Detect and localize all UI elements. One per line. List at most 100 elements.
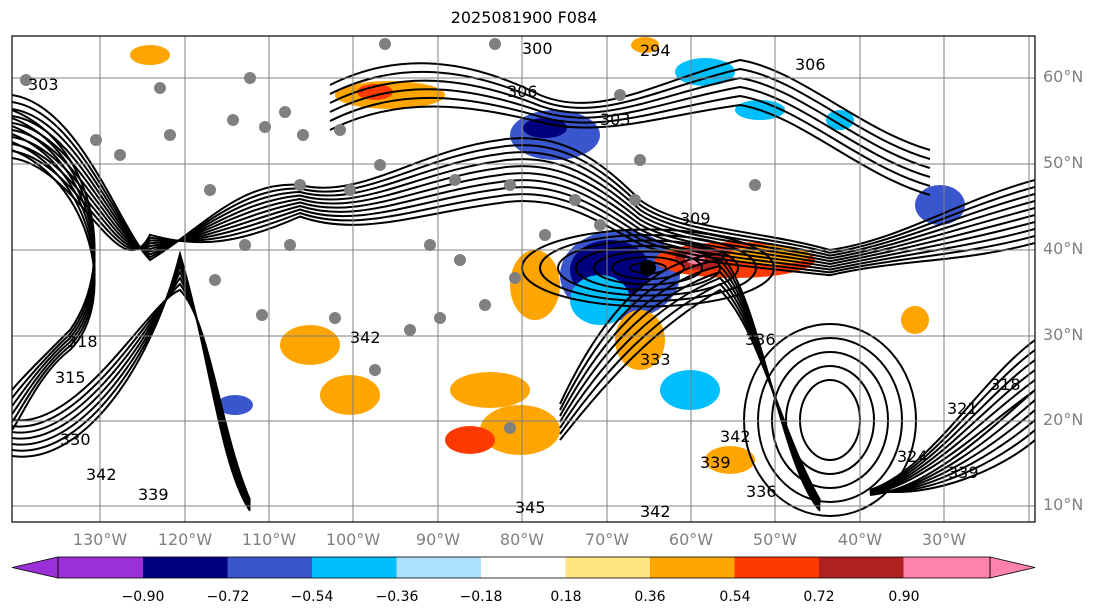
lat-label: 40°N <box>1043 239 1083 258</box>
contour-line <box>329 85 931 178</box>
contour-line <box>12 133 96 415</box>
colorbar <box>11 556 1036 579</box>
lon-label: 80°W <box>500 530 544 549</box>
colorbar-tick-label: 0.36 <box>634 589 665 605</box>
contour-label: 300 <box>522 39 553 58</box>
contour-line <box>12 263 251 508</box>
lat-label: 50°N <box>1043 153 1083 172</box>
colorbar-bin <box>819 557 904 578</box>
contour-line <box>12 129 1035 266</box>
contour-label: 336 <box>746 482 777 501</box>
contour-line <box>329 94 931 187</box>
colorbar-tick-label: 0.90 <box>888 589 919 605</box>
lon-label: 50°W <box>753 530 797 549</box>
contour-line <box>785 365 876 475</box>
contour-line <box>12 256 251 510</box>
contour-label: 303 <box>600 110 631 129</box>
colorbar-bin <box>734 557 820 578</box>
contour-label: 321 <box>947 399 978 418</box>
contour-label: 339 <box>700 453 731 472</box>
latitude-labels: 60°N 50°N 40°N 30°N 20°N 10°N <box>1043 67 1083 514</box>
lat-label: 60°N <box>1043 67 1083 86</box>
station-dots <box>20 38 761 434</box>
contour-line <box>12 269 251 506</box>
lon-label: 130°W <box>73 530 128 549</box>
contour-line <box>12 122 1035 263</box>
contour-line <box>12 117 96 399</box>
contour-label: 303 <box>28 75 59 94</box>
contour-line <box>757 337 904 503</box>
contour-label: 315 <box>55 368 86 387</box>
contour-label: 330 <box>60 430 91 449</box>
colorbar-tick-label: −0.36 <box>376 589 419 605</box>
colorbar-labels: −0.90 −0.72 −0.54 −0.36 −0.18 0.18 0.36 … <box>122 589 920 605</box>
contour-line <box>559 252 821 512</box>
contour-line <box>611 256 686 280</box>
contour-line <box>12 149 96 431</box>
contour-label: 342 <box>720 427 751 446</box>
colorbar-tick-label: 0.72 <box>803 589 834 605</box>
contour-label: 306 <box>507 82 538 101</box>
contour-line <box>869 389 1035 496</box>
cyclone-center-marker <box>640 260 656 276</box>
contour-label: 342 <box>350 328 381 347</box>
contour-line <box>575 245 722 291</box>
contour-line <box>12 141 96 423</box>
lon-label: 60°W <box>669 530 713 549</box>
colorbar-tick-label: −0.18 <box>460 589 503 605</box>
contour-line <box>771 351 890 489</box>
lat-label: 30°N <box>1043 325 1083 344</box>
colorbar-bin <box>396 557 482 578</box>
colorbar-tick-label: 0.18 <box>550 589 581 605</box>
map-frame <box>11 35 1036 523</box>
contour-label: 294 <box>640 41 671 60</box>
colorbar-outline <box>57 556 991 579</box>
isentropic-contours <box>12 58 1035 517</box>
contour-label: 309 <box>680 209 711 228</box>
colorbar-bin <box>650 557 735 578</box>
contour-line <box>743 323 918 517</box>
contour-line <box>12 136 1035 268</box>
contour-label: 342 <box>86 465 117 484</box>
contour-label: 345 <box>515 498 546 517</box>
contour-label: 318 <box>990 375 1021 394</box>
lon-label: 110°W <box>242 530 297 549</box>
lon-label: 100°W <box>326 530 381 549</box>
contour-line <box>329 76 931 169</box>
contour-label: 342 <box>640 502 671 521</box>
lat-label: 10°N <box>1043 495 1083 514</box>
contour-line <box>329 58 931 151</box>
colorbar-tick-label: 0.54 <box>719 589 750 605</box>
colorbar-bin <box>58 557 143 578</box>
contour-label-group: 300 294 306 303 309 306 315 318 330 342 … <box>28 39 1021 521</box>
contour-line <box>593 250 704 286</box>
contour-label: 339 <box>138 485 169 504</box>
contour-line <box>329 67 931 160</box>
lon-label: 30°W <box>922 530 966 549</box>
lat-label: 20°N <box>1043 410 1083 429</box>
contour-line <box>557 239 740 297</box>
map-title: 2025081900 F084 <box>450 8 598 27</box>
longitude-labels: 130°W 120°W 110°W 100°W 90°W 80°W 70°W 6… <box>73 530 966 549</box>
colorbar-bin <box>227 557 313 578</box>
contour-label: 324 <box>897 447 928 466</box>
lon-label: 40°W <box>838 530 882 549</box>
lon-label: 120°W <box>158 530 213 549</box>
colorbar-extend-high <box>989 556 1036 579</box>
colorbar-extend-low <box>11 556 59 579</box>
contour-line <box>12 108 1035 257</box>
colorbar-bin <box>565 557 651 578</box>
contour-line <box>12 109 96 391</box>
contour-label: 333 <box>640 350 671 369</box>
contour-line <box>12 157 1035 277</box>
contour-label: 306 <box>795 55 826 74</box>
contour-line <box>12 125 96 407</box>
contour-line <box>521 228 776 308</box>
contour-line <box>12 288 251 501</box>
colorbar-tick-label: −0.72 <box>207 589 250 605</box>
colorbar-bin <box>903 557 990 578</box>
contour-line <box>329 103 931 196</box>
contour-line <box>12 250 251 512</box>
contour-label: 318 <box>67 332 98 351</box>
contour-line <box>12 282 251 503</box>
